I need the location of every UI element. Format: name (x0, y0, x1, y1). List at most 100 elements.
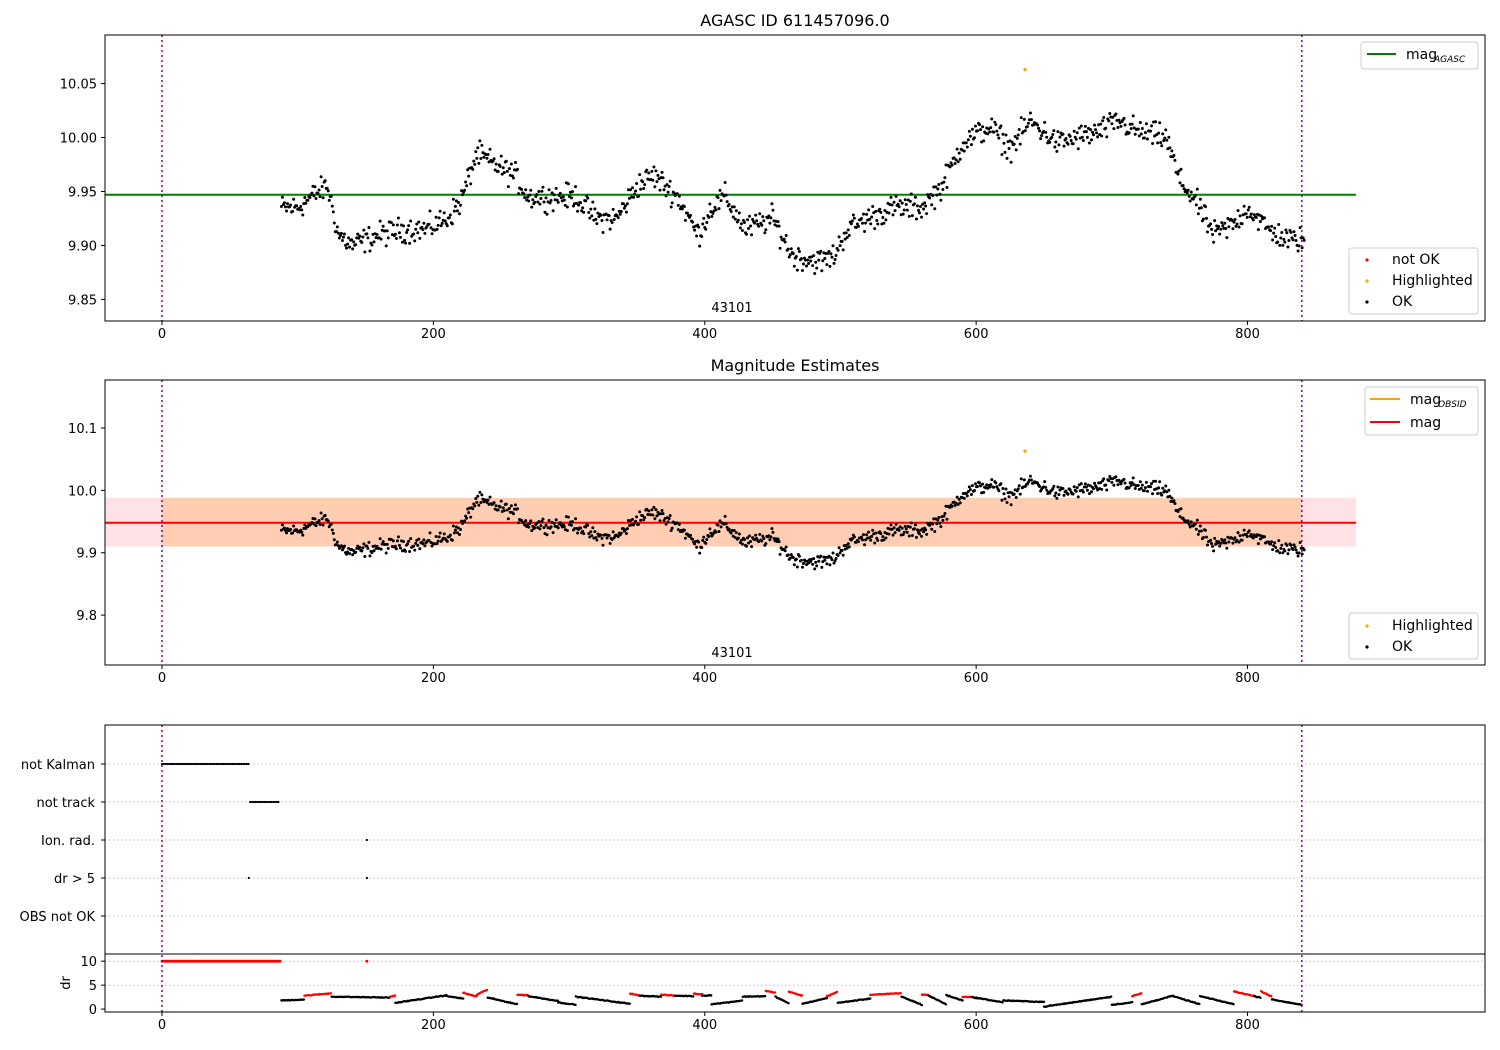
ok-point (750, 233, 754, 237)
ok-point (331, 531, 335, 535)
ok-point (727, 527, 731, 531)
ok-point (1240, 538, 1244, 542)
ok-point (825, 562, 829, 566)
ok-point (1178, 515, 1182, 519)
ok-point (1203, 205, 1207, 209)
ok-point (1195, 187, 1199, 191)
ok-point (1300, 552, 1304, 556)
ok-point (541, 185, 545, 189)
ok-point (1055, 496, 1059, 500)
ok-point (540, 519, 544, 523)
ok-point (488, 147, 492, 151)
ok-point (1099, 122, 1103, 126)
ok-point (1100, 487, 1104, 491)
ok-point (734, 209, 738, 213)
ok-point (1043, 120, 1047, 124)
ok-point (926, 193, 930, 197)
ok-point (1285, 231, 1289, 235)
flag-point (176, 762, 179, 766)
ok-point (1038, 129, 1042, 133)
p1-ytick-label: 9.90 (68, 239, 97, 254)
ok-point (1016, 133, 1020, 137)
ok-point (809, 259, 813, 263)
ok-point (539, 197, 543, 201)
ok-point (729, 531, 733, 535)
ok-point (375, 232, 379, 236)
ok-point (1117, 118, 1121, 122)
ok-point (1159, 141, 1163, 145)
ok-point (517, 192, 521, 196)
ok-point (326, 189, 330, 193)
ok-point (859, 216, 863, 220)
ok-point (677, 194, 681, 198)
ok-point (1269, 542, 1273, 546)
ok-point (330, 204, 334, 208)
ok-point (485, 156, 489, 160)
ok-point (284, 209, 288, 213)
ok-point (1132, 126, 1136, 130)
ok-point (1092, 133, 1096, 137)
ok-point (335, 540, 339, 544)
ok-point (758, 532, 762, 536)
ok-point (767, 214, 771, 218)
ok-point (1267, 225, 1271, 229)
ok-point (764, 228, 768, 232)
ok-point (705, 220, 709, 224)
ok-point (836, 248, 840, 252)
ok-point (499, 499, 503, 503)
flag-point (250, 800, 254, 804)
ok-point (397, 231, 401, 235)
ok-point (395, 539, 399, 543)
ok-point (1009, 160, 1013, 164)
ok-point (1107, 119, 1111, 123)
ok-point (852, 535, 856, 539)
ok-point (1245, 535, 1249, 539)
ok-point (957, 497, 961, 501)
ok-point (1193, 522, 1197, 526)
ok-point (370, 551, 374, 555)
ok-point (770, 202, 774, 206)
ok-point (969, 143, 973, 147)
ok-point (749, 539, 753, 543)
ok-point (1297, 551, 1301, 555)
ok-point (610, 537, 614, 541)
ok-point (698, 551, 702, 555)
ok-point (394, 237, 398, 241)
ok-point (409, 537, 413, 541)
ok-point (811, 562, 815, 566)
ok-point (1156, 491, 1160, 495)
ok-point (346, 242, 350, 246)
ok-point (964, 141, 968, 145)
p4-xtick-label: 400 (692, 1018, 717, 1033)
ok-point (588, 216, 592, 220)
flag-point (259, 800, 262, 804)
ok-point (653, 185, 657, 189)
ok-point (358, 545, 362, 549)
ok-point (1285, 543, 1289, 547)
ok-point (981, 482, 985, 486)
ok-point (389, 220, 393, 224)
ok-point (1289, 543, 1293, 547)
ok-point (830, 255, 834, 259)
ok-point (782, 237, 786, 241)
dr-point (1270, 994, 1273, 998)
ok-point (836, 554, 840, 558)
ok-point (393, 232, 397, 236)
ok-point (469, 515, 473, 519)
ok-point (450, 538, 454, 542)
ok-point (320, 517, 324, 521)
ok-point (988, 485, 992, 489)
ok-point (978, 123, 982, 127)
ok-point (654, 508, 658, 512)
ok-point (1095, 131, 1099, 135)
ok-point (732, 528, 736, 532)
ok-point (729, 210, 733, 214)
category-label: not track (36, 796, 95, 811)
ok-point (700, 234, 704, 238)
ok-point (829, 252, 833, 256)
ok-point (1230, 218, 1234, 222)
ok-point (1227, 540, 1231, 544)
ok-point (1193, 194, 1197, 198)
ok-point (1187, 522, 1191, 526)
ok-point (1096, 135, 1100, 139)
